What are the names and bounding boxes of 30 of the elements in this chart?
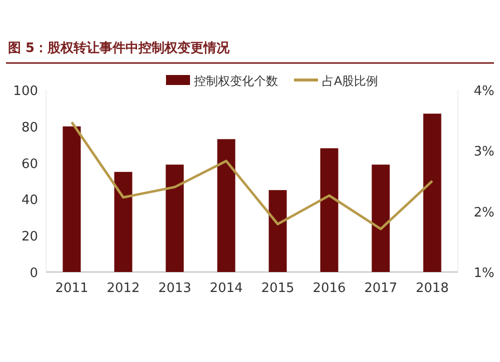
x-tick-label: 2018 <box>416 281 449 296</box>
x-tick-label: 2015 <box>261 281 294 296</box>
bar <box>62 126 81 272</box>
bar <box>268 190 287 272</box>
x-tick-label: 2014 <box>210 281 243 296</box>
y2-tick-label: 3% <box>474 144 494 160</box>
y-tick-label: 0 <box>30 266 38 281</box>
legend-label: 占A股比例 <box>322 74 378 88</box>
bar <box>423 114 442 272</box>
y-tick-label: 20 <box>21 230 38 245</box>
x-tick-label: 2016 <box>312 281 346 296</box>
y-tick-label: 60 <box>21 156 38 172</box>
chart-title: 图 5：股权转让事件中控制权变更情况 <box>8 40 231 56</box>
y2-tick-label: 1% <box>474 266 494 281</box>
y2-tick-label: 4% <box>474 84 494 99</box>
y2-tick-label: 2% <box>474 205 494 220</box>
y-tick-label: 100 <box>13 84 38 99</box>
x-tick-label: 2017 <box>364 281 398 296</box>
bar <box>320 148 338 272</box>
x-tick-label: 2011 <box>55 281 88 296</box>
x-tick-label: 2012 <box>106 281 140 296</box>
line-series <box>70 120 434 230</box>
y-tick-label: 40 <box>21 193 38 208</box>
bar <box>166 164 184 272</box>
bar <box>114 172 132 272</box>
x-tick-label: 2013 <box>158 281 192 296</box>
y-tick-label: 80 <box>21 120 38 136</box>
bar <box>372 164 390 272</box>
bar <box>217 139 236 272</box>
legend-label: 控制权变化个数 <box>194 74 278 88</box>
